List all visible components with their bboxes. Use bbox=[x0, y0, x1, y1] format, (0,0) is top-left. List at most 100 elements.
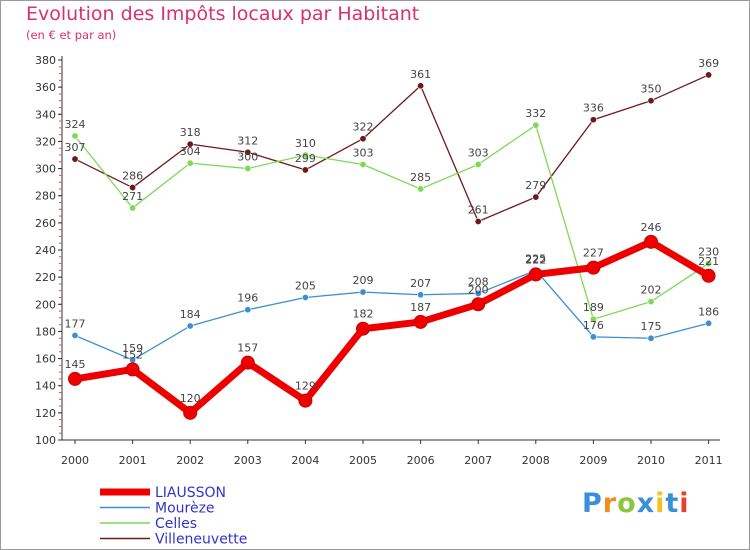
data-point bbox=[186, 140, 194, 148]
chart-axes: 100 120 140 160 180 200 220 240 260 280 300 320 340 3… bbox=[35, 54, 723, 467]
series-line bbox=[74, 124, 709, 320]
data-label: 187 bbox=[410, 301, 431, 314]
x-tick-label: 2007 bbox=[464, 454, 492, 467]
data-label: 186 bbox=[698, 305, 719, 318]
proxiti-logo: Proxiti bbox=[582, 488, 690, 519]
series-celles bbox=[71, 121, 713, 323]
data-label: 209 bbox=[353, 274, 374, 287]
data-point bbox=[532, 121, 540, 129]
data-point bbox=[701, 268, 716, 283]
data-point bbox=[240, 355, 255, 370]
data-point bbox=[474, 161, 482, 169]
y-tick-label: 140 bbox=[35, 380, 56, 393]
series-line bbox=[74, 238, 711, 417]
y-tick-label: 240 bbox=[35, 244, 56, 257]
data-label: 279 bbox=[525, 179, 546, 192]
y-tick-label: 340 bbox=[35, 108, 56, 121]
x-tick-label: 2011 bbox=[695, 454, 723, 467]
data-label: 312 bbox=[237, 134, 258, 147]
chart-subtitle: (en € et par an) bbox=[26, 28, 117, 42]
data-label: 318 bbox=[180, 126, 201, 139]
logo-letter: P bbox=[582, 488, 603, 519]
data-label: 227 bbox=[583, 247, 604, 260]
data-point bbox=[417, 185, 425, 193]
legend-label: Villeneuvette bbox=[155, 532, 247, 548]
y-tick-label: 120 bbox=[35, 407, 56, 420]
y-tick-label: 260 bbox=[35, 217, 56, 230]
x-tick-label: 2009 bbox=[579, 454, 607, 467]
data-point bbox=[471, 297, 486, 312]
data-label: 120 bbox=[180, 392, 201, 405]
data-point bbox=[644, 234, 658, 249]
legend-label: Mourèze bbox=[155, 501, 215, 517]
data-point bbox=[244, 148, 252, 156]
data-label: 184 bbox=[180, 308, 201, 321]
data-label: 221 bbox=[698, 255, 719, 268]
data-point bbox=[417, 82, 425, 90]
data-label: 300 bbox=[237, 151, 258, 164]
y-tick-label: 380 bbox=[35, 54, 56, 67]
data-point bbox=[298, 393, 313, 408]
data-point bbox=[589, 333, 597, 341]
data-point bbox=[647, 97, 655, 105]
data-label: 361 bbox=[410, 68, 431, 81]
series-villeneuvette bbox=[71, 71, 713, 226]
x-tick-label: 2005 bbox=[349, 454, 377, 467]
x-tick-label: 2006 bbox=[407, 454, 435, 467]
data-label: 261 bbox=[468, 204, 489, 217]
data-point bbox=[705, 319, 713, 327]
data-label: 196 bbox=[237, 292, 258, 305]
data-label: 177 bbox=[65, 318, 86, 331]
data-label: 202 bbox=[641, 284, 662, 297]
data-point bbox=[125, 362, 140, 377]
series-mourèze bbox=[71, 266, 713, 364]
data-label: 285 bbox=[410, 171, 431, 184]
y-tick-label: 160 bbox=[35, 353, 56, 366]
data-label: 324 bbox=[65, 118, 86, 131]
data-label: 176 bbox=[583, 319, 604, 332]
data-point bbox=[71, 155, 79, 163]
data-point bbox=[186, 159, 194, 167]
y-tick-label: 300 bbox=[35, 163, 56, 176]
series-liausson bbox=[68, 234, 716, 420]
legend-label: LIAUSSON bbox=[155, 485, 226, 501]
data-point bbox=[586, 260, 601, 275]
x-tick-label: 2003 bbox=[234, 454, 262, 467]
legend-label: Celles bbox=[155, 516, 197, 532]
data-label: 271 bbox=[122, 190, 143, 203]
data-labels-layer: 307 286 318 312 299 322 361 261 279 336 350 369 324 2… bbox=[65, 57, 720, 405]
data-label: 369 bbox=[698, 57, 719, 70]
x-tick-label: 2000 bbox=[61, 454, 89, 467]
data-point bbox=[647, 298, 655, 306]
x-tick-label: 2010 bbox=[637, 454, 665, 467]
logo-letter: r bbox=[602, 488, 618, 519]
data-point bbox=[647, 334, 655, 342]
data-label: 175 bbox=[641, 320, 662, 333]
x-tick-label: 2004 bbox=[291, 454, 319, 467]
data-label: 303 bbox=[353, 147, 374, 160]
logo-letter: t bbox=[665, 488, 680, 519]
y-tick-label: 320 bbox=[35, 135, 56, 148]
logo-letter: x bbox=[636, 488, 656, 519]
data-label: 246 bbox=[641, 221, 662, 234]
data-point bbox=[474, 218, 482, 226]
data-point bbox=[359, 161, 367, 169]
y-tick-label: 200 bbox=[35, 298, 56, 311]
data-point bbox=[301, 151, 309, 159]
data-point bbox=[129, 184, 137, 192]
data-point bbox=[705, 260, 713, 268]
data-point bbox=[413, 314, 428, 329]
x-tick-label: 2008 bbox=[522, 454, 550, 467]
data-label: 299 bbox=[295, 152, 316, 165]
data-point bbox=[417, 291, 425, 299]
data-label: 350 bbox=[641, 83, 662, 96]
data-label: 286 bbox=[122, 170, 143, 183]
data-point bbox=[244, 165, 252, 173]
data-point bbox=[71, 331, 79, 339]
y-tick-label: 280 bbox=[35, 190, 56, 203]
data-label: 222 bbox=[525, 253, 546, 266]
data-point bbox=[71, 132, 79, 140]
data-label: 145 bbox=[65, 358, 86, 371]
